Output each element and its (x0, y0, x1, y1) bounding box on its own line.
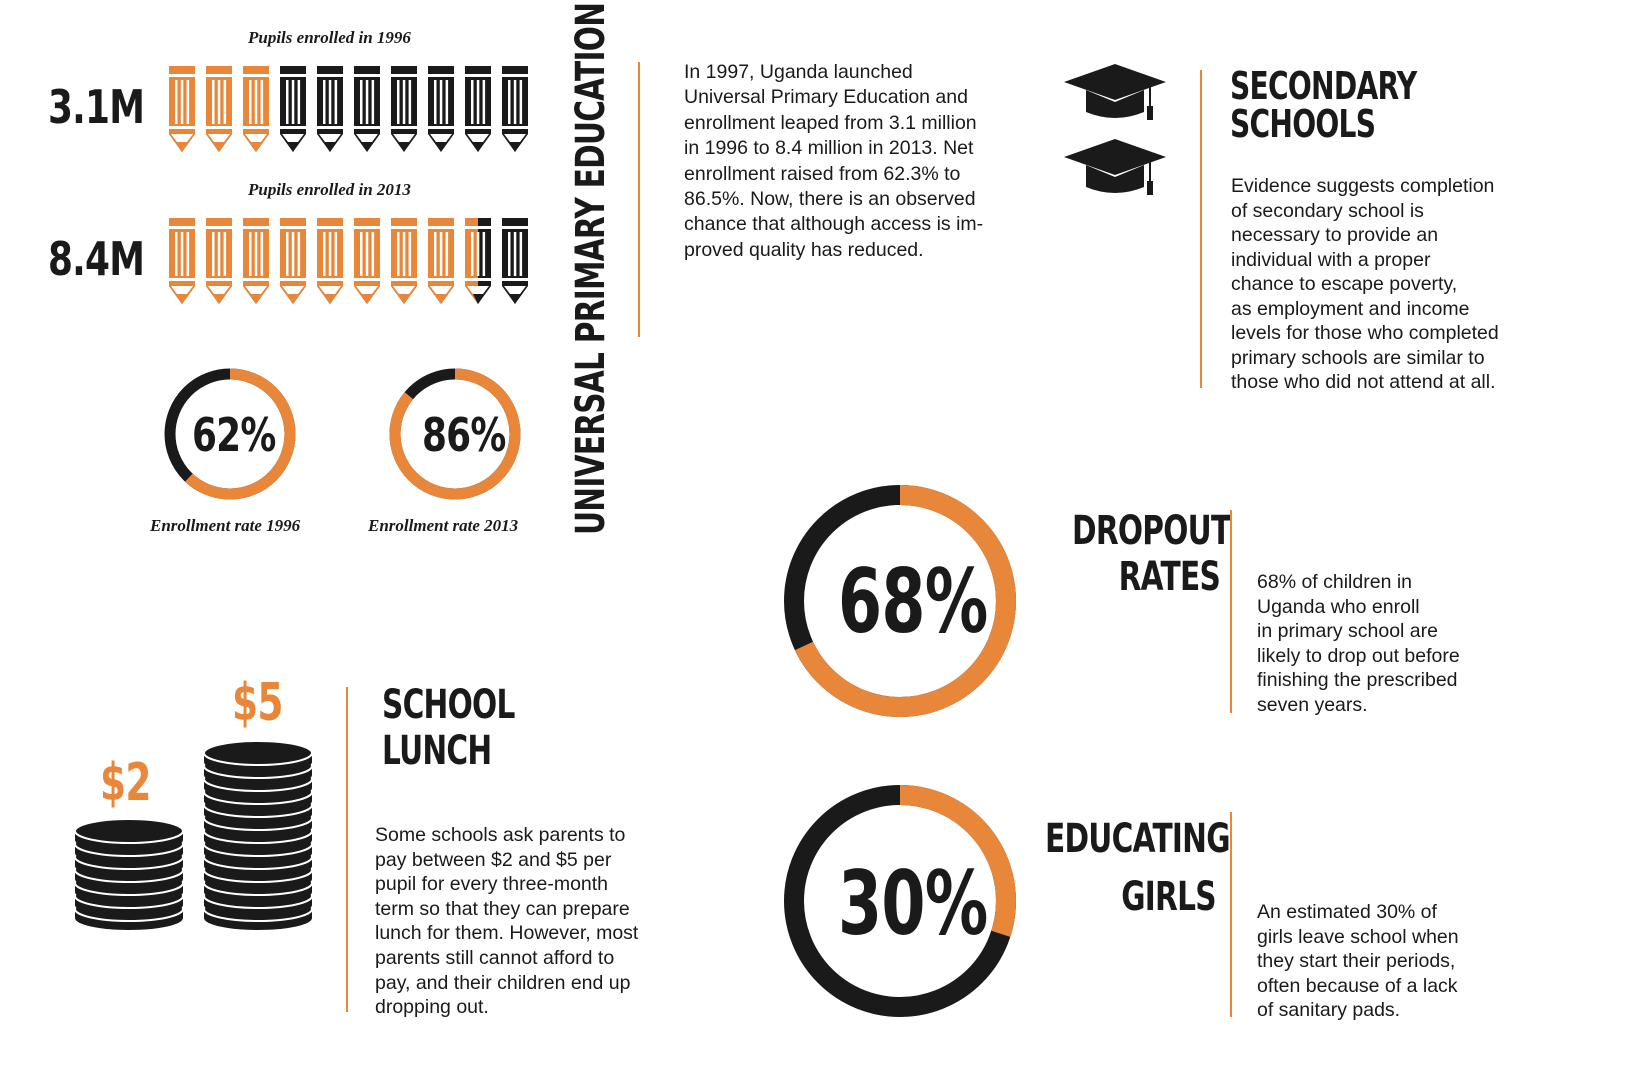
pencil-icon (391, 218, 417, 304)
enrollment-ring-1996 (164, 368, 296, 500)
rate-1996-value: 62% (192, 408, 276, 462)
upe-paragraph: In 1997, Uganda launched Universal Prima… (684, 61, 984, 261)
pencil-icon (354, 218, 380, 304)
lunch-title: SCHOOL LUNCH (382, 682, 515, 774)
rate-1996-label: Enrollment rate 1996 (150, 516, 301, 535)
secondary-divider (1200, 70, 1202, 388)
pencil-icon (317, 66, 343, 152)
coin-stack-icon (203, 742, 313, 930)
pupils-1996-value: 3.1M (48, 80, 145, 134)
girls-title-line2: GIRLS (1121, 874, 1216, 920)
coin-stack-icon (74, 820, 184, 930)
ring-progress-dropout (784, 485, 1016, 717)
rate-2013-value: 86% (422, 408, 506, 462)
pencil-icon (243, 66, 269, 152)
graduation-cap-icon (1064, 139, 1166, 195)
secondary-title-line2: SCHOOLS (1230, 102, 1376, 146)
girls-paragraph: An estimated 30% of girls leave school w… (1257, 901, 1459, 1022)
price-high: $5 (232, 673, 283, 733)
ring-progress-girls (784, 785, 1016, 1017)
pencil-icon (280, 66, 306, 152)
dropout-divider (1230, 510, 1232, 713)
pencil-icon (354, 66, 380, 152)
pencil-icon (428, 66, 454, 152)
pencil-icon (169, 218, 195, 304)
enrollment-ring-2013 (389, 368, 521, 500)
secondary-paragraph: Evidence suggests completion of secondar… (1231, 175, 1499, 393)
pencil-icon (502, 66, 528, 152)
ring-progress-2013 (389, 368, 521, 500)
pencil-icon (465, 66, 491, 152)
pencil-icon (502, 218, 528, 304)
pencil-row-2013 (167, 218, 530, 306)
dropout-title: DROPOUT RATES (1072, 508, 1231, 600)
lunch-divider (346, 687, 348, 1012)
upe-vertical-title: UNIVERSAL PRIMARY EDUCATION (568, 2, 614, 536)
dropout-paragraph: 68% of children in Uganda who enroll in … (1257, 571, 1460, 716)
pupils-2013-value: 8.4M (48, 232, 145, 286)
pencil-icon (465, 218, 491, 304)
price-low: $2 (100, 753, 151, 813)
girls-title-line1: EDUCATING (1045, 816, 1231, 862)
upe-divider (638, 62, 640, 337)
lunch-title-line2: LUNCH (382, 728, 492, 774)
secondary-title-line1: SECONDARY (1230, 64, 1417, 108)
rate-2013-label: Enrollment rate 2013 (368, 516, 519, 535)
pupils-2013-label: Pupils enrolled in 2013 (248, 180, 411, 199)
ring-progress-1996 (164, 368, 296, 500)
girls-value: 30% (838, 852, 988, 955)
lunch-paragraph: Some schools ask parents to pay between … (375, 824, 639, 1019)
girls-title: EDUCATING GIRLS (1045, 810, 1231, 926)
pencil-icon (169, 66, 195, 152)
lunch-title-line1: SCHOOL (382, 682, 515, 728)
dropout-title-line1: DROPOUT (1072, 508, 1231, 554)
girls-divider (1230, 812, 1232, 1017)
pencil-icon (280, 218, 306, 304)
dropout-title-line2: RATES (1118, 554, 1221, 600)
pencil-row-1996 (167, 66, 530, 154)
pencil-icon (206, 66, 232, 152)
secondary-title: SECONDARY SCHOOLS (1230, 64, 1417, 146)
girls-ring (784, 785, 1016, 1017)
dropout-value: 68% (838, 550, 988, 653)
pupils-1996-label: Pupils enrolled in 1996 (248, 28, 411, 47)
pencil-icon (317, 218, 343, 304)
pencil-icon (243, 218, 269, 304)
dropout-ring (784, 485, 1016, 717)
pencil-icon (428, 218, 454, 304)
pencil-icon (206, 218, 232, 304)
pencil-icon (391, 66, 417, 152)
graduation-cap-icon (1064, 64, 1166, 120)
